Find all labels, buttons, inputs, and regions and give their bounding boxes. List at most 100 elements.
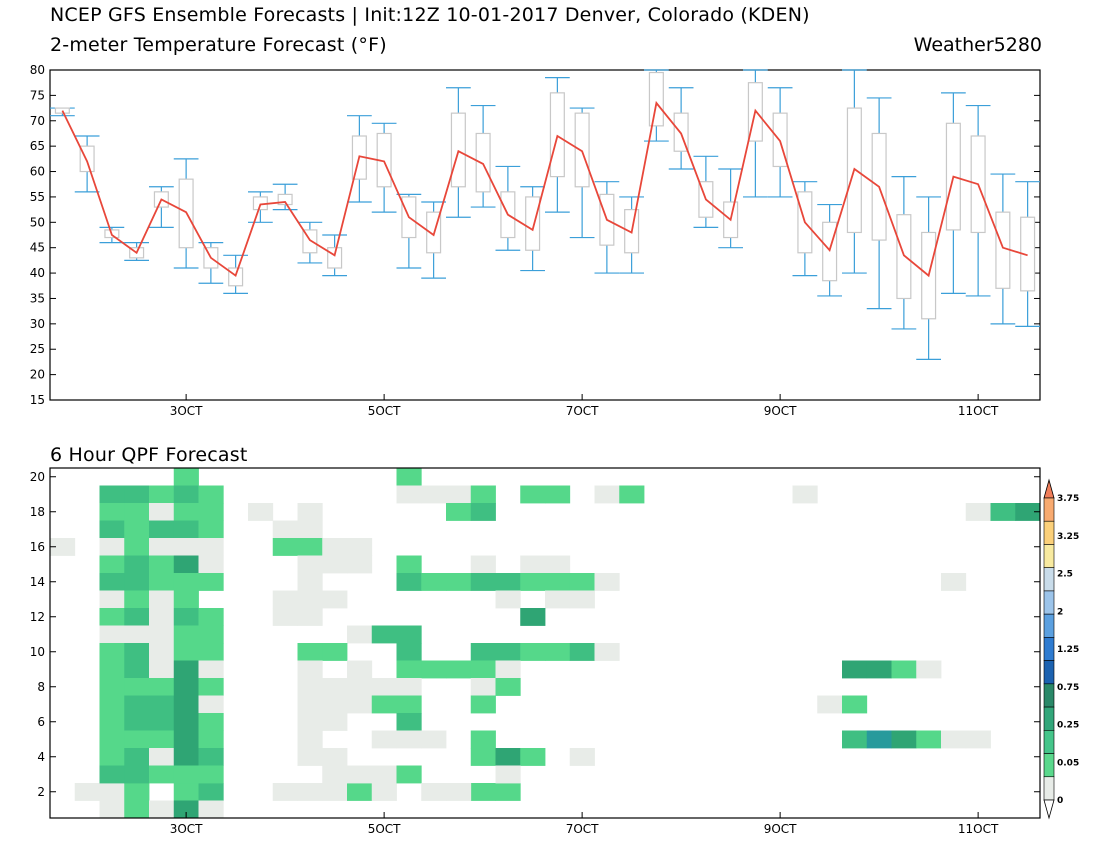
colorbar-segment: [1043, 706, 1055, 731]
qpf-cell: [371, 783, 397, 801]
qpf-cell: [396, 765, 422, 784]
qpf-cell: [99, 660, 125, 679]
temp-iqr-box: [549, 92, 565, 178]
qpf-cell: [297, 643, 323, 661]
qpf-cell: [124, 573, 150, 591]
qpf-cell: [198, 538, 224, 556]
qpf-cell: [297, 590, 323, 609]
qpf-cell: [545, 643, 571, 661]
qpf-cell: [470, 573, 496, 591]
qpf-cell: [322, 783, 348, 801]
qpf-cell: [297, 520, 323, 539]
qpf-cell: [149, 765, 175, 784]
qpf-cell: [347, 765, 373, 784]
qpf-cell: [396, 468, 422, 486]
temp-x-tick-label: 3OCT: [170, 404, 203, 418]
qpf-y-tick-label: 18: [30, 505, 45, 519]
qpf-cell: [396, 678, 422, 696]
qpf-cell: [495, 573, 521, 591]
qpf-cell: [124, 800, 150, 819]
qpf-cell: [1015, 503, 1041, 521]
qpf-cell: [569, 573, 595, 591]
qpf-cell: [594, 573, 620, 591]
qpf-cell: [297, 660, 323, 679]
qpf-cell: [198, 555, 224, 574]
temp-box-group: [74, 135, 100, 193]
colorbar-tick-label: 3.25: [1057, 532, 1079, 542]
qpf-cell: [99, 608, 125, 626]
qpf-y-tick-label: 6: [37, 715, 45, 729]
qpf-cell: [297, 503, 323, 521]
qpf-cell: [470, 730, 496, 749]
qpf-title: 6 Hour QPF Forecast: [50, 444, 248, 466]
qpf-cell: [545, 555, 571, 574]
qpf-cell: [99, 573, 125, 591]
qpf-cell: [173, 555, 199, 574]
qpf-cell: [149, 660, 175, 679]
colorbar-segment: [1043, 590, 1055, 615]
qpf-cell: [520, 555, 546, 574]
qpf-cell: [124, 590, 150, 609]
qpf-cell: [173, 748, 199, 766]
qpf-cell: [124, 660, 150, 679]
qpf-x-tick-label: 3OCT: [170, 822, 203, 836]
temp-box-group: [569, 107, 595, 239]
temp-x-tick-label: 5OCT: [368, 404, 401, 418]
temp-iqr-box: [277, 193, 293, 206]
temp-iqr-box: [574, 112, 590, 188]
colorbar-tick-label: 0.75: [1057, 683, 1079, 693]
qpf-cell: [446, 660, 472, 679]
colorbar-tick-label: 3.75: [1057, 494, 1079, 504]
qpf-cell: [99, 520, 125, 539]
qpf-cell: [297, 748, 323, 766]
qpf-cell: [173, 678, 199, 696]
qpf-cell: [99, 590, 125, 609]
colorbar-tick-label: 2: [1057, 607, 1063, 617]
qpf-cell: [842, 730, 868, 749]
qpf-cell: [594, 485, 620, 504]
qpf-cell: [198, 800, 224, 819]
qpf-cell: [173, 538, 199, 556]
qpf-cell: [173, 503, 199, 521]
qpf-cell: [322, 643, 348, 661]
qpf-cell: [99, 783, 125, 801]
qpf-cell: [50, 538, 76, 556]
qpf-cell: [124, 783, 150, 801]
qpf-cell: [520, 643, 546, 661]
qpf-cell: [149, 485, 175, 504]
qpf-cell: [866, 660, 892, 679]
qpf-cell: [173, 485, 199, 504]
qpf-cell: [470, 660, 496, 679]
qpf-cell: [198, 660, 224, 679]
temp-y-tick-label: 70: [30, 114, 45, 128]
qpf-cell: [594, 643, 620, 661]
qpf-cell: [198, 678, 224, 696]
qpf-cell: [495, 660, 521, 679]
qpf-y-tick-label: 16: [30, 540, 45, 554]
qpf-cell: [322, 713, 348, 731]
temp-box-group: [891, 176, 917, 330]
temp-box-group: [545, 77, 570, 213]
qpf-cell: [297, 783, 323, 801]
qpf-cell: [421, 573, 447, 591]
temp-median-line: [61, 100, 1028, 278]
qpf-cell: [347, 625, 373, 644]
qpf-cell: [173, 660, 199, 679]
qpf-cell: [965, 730, 991, 749]
qpf-cell: [272, 520, 298, 539]
qpf-cell: [173, 625, 199, 644]
temp-box-group: [272, 183, 298, 211]
qpf-cell: [173, 783, 199, 801]
qpf-cell: [817, 695, 843, 714]
qpf-x-tick-label: 5OCT: [368, 822, 401, 836]
qpf-cell: [124, 695, 150, 714]
temp-x-tick-label: 9OCT: [764, 404, 797, 418]
qpf-cell: [470, 555, 496, 574]
qpf-cell: [965, 503, 991, 521]
temp-y-tick-label: 15: [30, 393, 45, 407]
qpf-cell: [99, 713, 125, 731]
qpf-cell: [124, 625, 150, 644]
colorbar-segment: [1043, 520, 1055, 545]
qpf-cell: [124, 538, 150, 556]
